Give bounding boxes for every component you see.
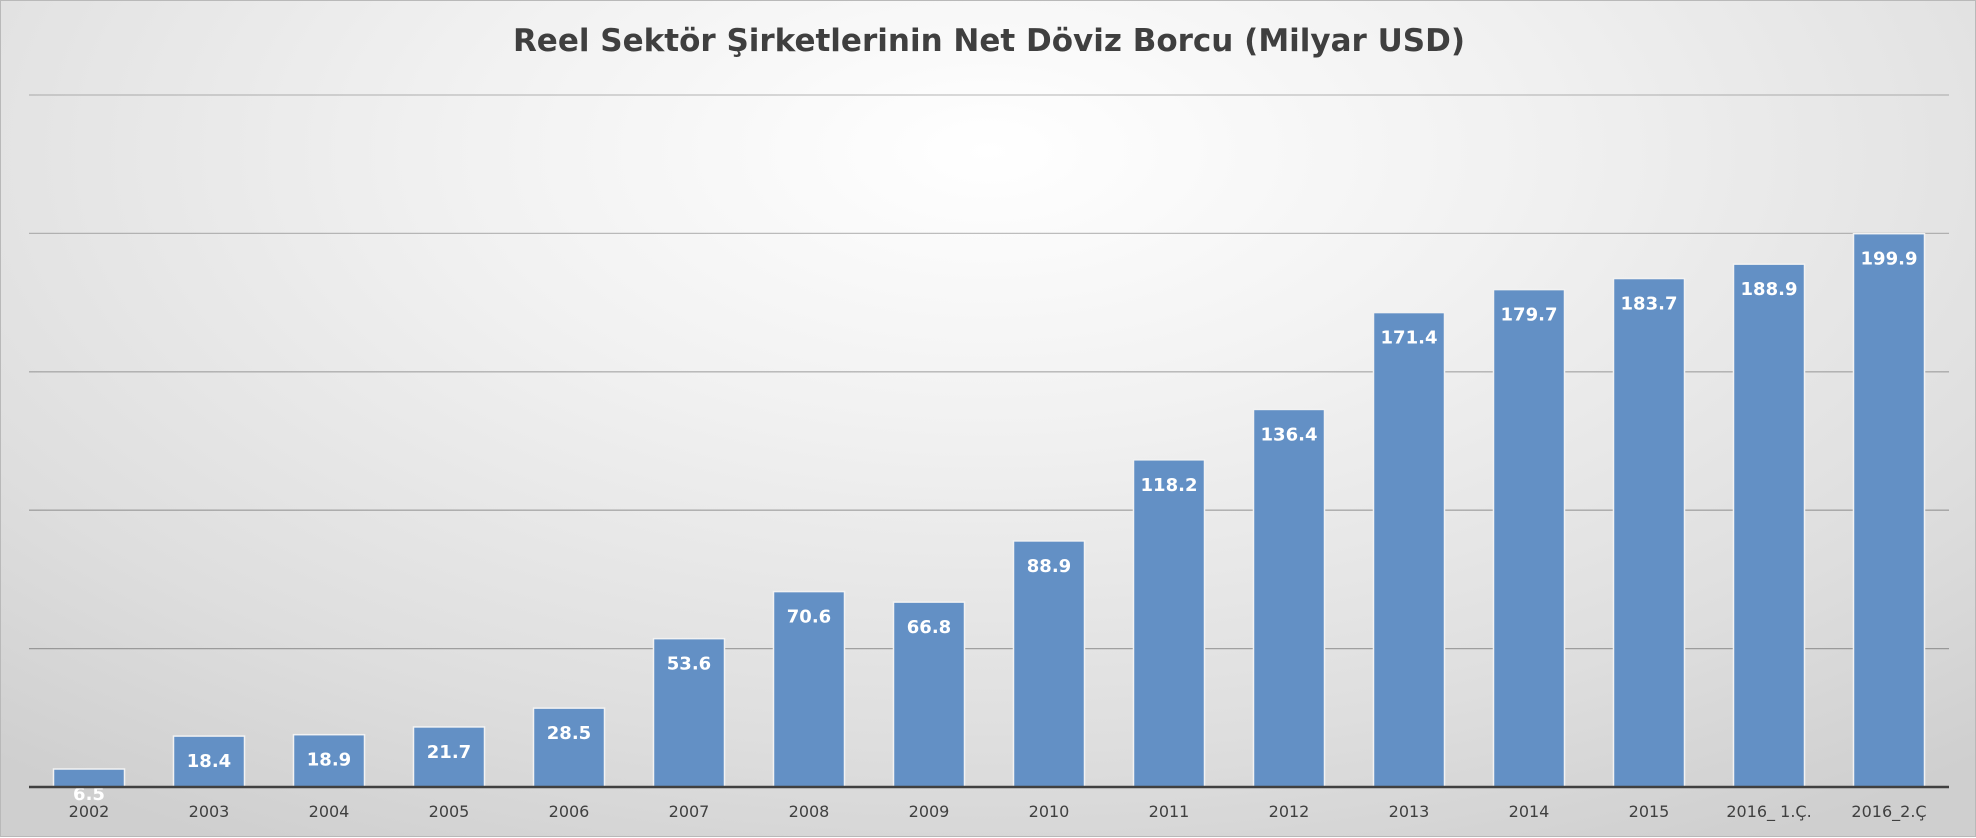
- data-label: 183.7: [1621, 294, 1678, 315]
- x-tick-label: 2006: [549, 802, 590, 821]
- bar: [1132, 459, 1206, 788]
- x-tick-label: 2010: [1029, 802, 1070, 821]
- bar: [1852, 232, 1926, 788]
- data-label: 136.4: [1261, 424, 1318, 445]
- data-label: 88.9: [1027, 556, 1071, 577]
- data-label: 179.7: [1501, 305, 1558, 326]
- x-tick-label: 2009: [909, 802, 950, 821]
- x-tick-label: 2005: [429, 802, 470, 821]
- bar: [1492, 288, 1566, 788]
- x-tick-label: 2016_ 1.Ç.: [1726, 802, 1811, 822]
- bar: [892, 601, 966, 788]
- x-tick-label: 2007: [669, 802, 710, 821]
- x-tick-label: 2004: [309, 802, 350, 821]
- bar-series: [52, 232, 1926, 788]
- x-tick-label: 2011: [1149, 802, 1190, 821]
- x-tick-label: 2014: [1509, 802, 1550, 821]
- x-tick-label: 2012: [1269, 802, 1310, 821]
- bar: [1732, 263, 1806, 788]
- bar: [292, 733, 366, 788]
- x-tick-label: 2013: [1389, 802, 1430, 821]
- data-label: 199.9: [1861, 249, 1918, 270]
- bar: [1612, 277, 1686, 788]
- chart-title: Reel Sektör Şirketlerinin Net Döviz Borc…: [512, 23, 1466, 59]
- x-tick-label: 2002: [69, 802, 110, 821]
- x-tick-label: 2003: [189, 802, 230, 821]
- bar: [652, 637, 726, 788]
- bar: [172, 735, 246, 788]
- x-tick-label: 2008: [789, 802, 830, 821]
- data-label: 66.8: [907, 617, 951, 638]
- bar: [532, 707, 606, 788]
- x-tick-label: 2016_2.Ç: [1851, 802, 1926, 822]
- data-label: 21.7: [427, 742, 471, 763]
- bar: [1372, 311, 1446, 788]
- data-label: 53.6: [667, 654, 711, 675]
- bar: [412, 726, 486, 788]
- data-label: 188.9: [1741, 279, 1798, 300]
- x-axis-tick-labels: 2002 2003 2004 2005 2006 2007 2008 2009 2010 2011…: [69, 802, 1927, 822]
- x-tick-label: 2015: [1629, 802, 1670, 821]
- data-label: 18.4: [187, 751, 231, 772]
- data-label: 28.5: [547, 723, 591, 744]
- data-labels: 6.5 18.4 18.9 21.7 28.5 53.6 70.6 66.8 88.9 118.2…: [73, 249, 1917, 805]
- bar: [1252, 408, 1326, 788]
- data-label: 6.5: [73, 784, 105, 805]
- data-label: 118.2: [1141, 475, 1198, 496]
- data-label: 171.4: [1381, 328, 1438, 349]
- bar: [1012, 540, 1086, 788]
- data-label: 70.6: [787, 607, 831, 628]
- data-label: 18.9: [307, 750, 351, 771]
- bar: [772, 590, 846, 788]
